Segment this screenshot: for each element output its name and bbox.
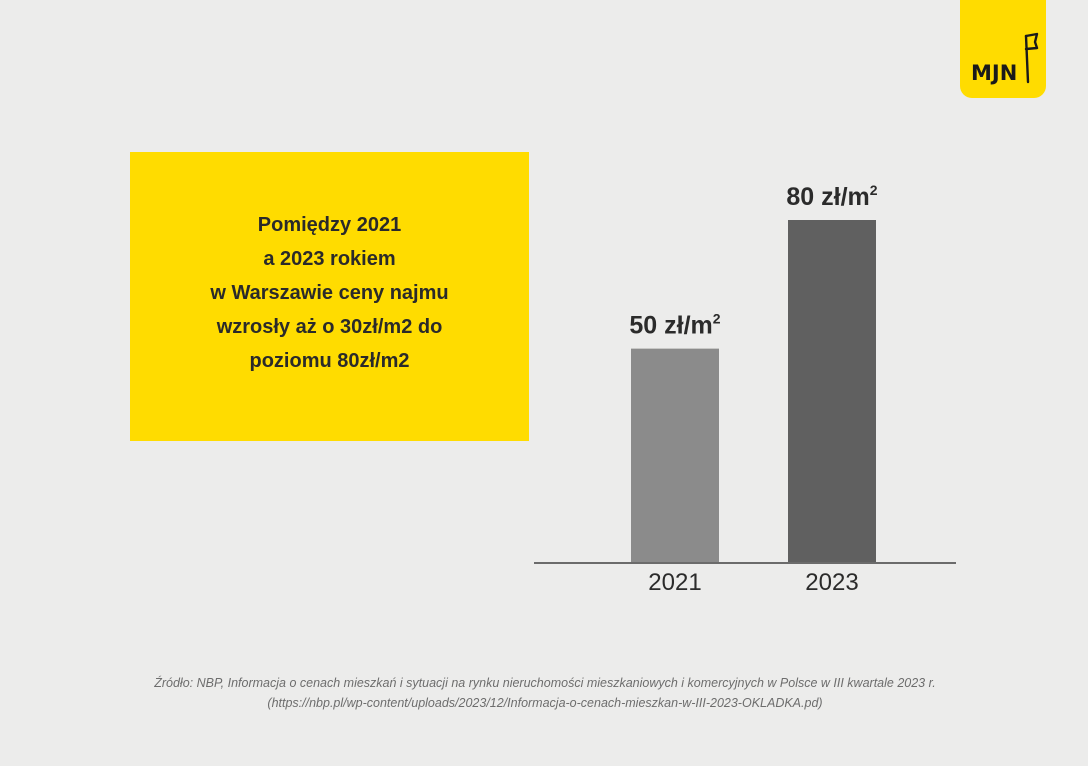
headline-line: a 2023 rokiem	[263, 247, 396, 270]
value-label-2023: 80 zł/m2	[786, 182, 877, 211]
headline-line: poziomu 80zł/m2	[249, 349, 410, 372]
value-label-2021: 50 zł/m2	[629, 311, 720, 340]
mjn-logo-icon: MJN	[971, 32, 1039, 85]
x-tick-2021: 2021	[648, 569, 701, 596]
logo-text: MJN	[971, 61, 1017, 85]
bar-2021	[631, 348, 719, 563]
source-note: Źródło: NBP, Informacja o cenach mieszka…	[0, 673, 1088, 713]
headline-line: wzrosły aż o 30zł/m2 do	[216, 315, 443, 338]
source-line-1: Źródło: NBP, Informacja o cenach mieszka…	[154, 676, 936, 690]
headline-line: Pomiędzy 2021	[257, 213, 402, 236]
headline-box: Pomiędzy 2021 a 2023 rokiem w Warszawie …	[130, 152, 529, 441]
bar-2023	[788, 220, 876, 563]
flag-icon	[1024, 32, 1039, 84]
x-tick-2023: 2023	[805, 569, 858, 596]
logo: MJN	[960, 0, 1046, 98]
headline: Pomiędzy 2021 a 2023 rokiem w Warszawie …	[170, 208, 490, 378]
source-line-2: (https://nbp.pl/wp-content/uploads/2023/…	[267, 696, 823, 710]
headline-line: w Warszawie ceny najmu	[210, 281, 449, 304]
